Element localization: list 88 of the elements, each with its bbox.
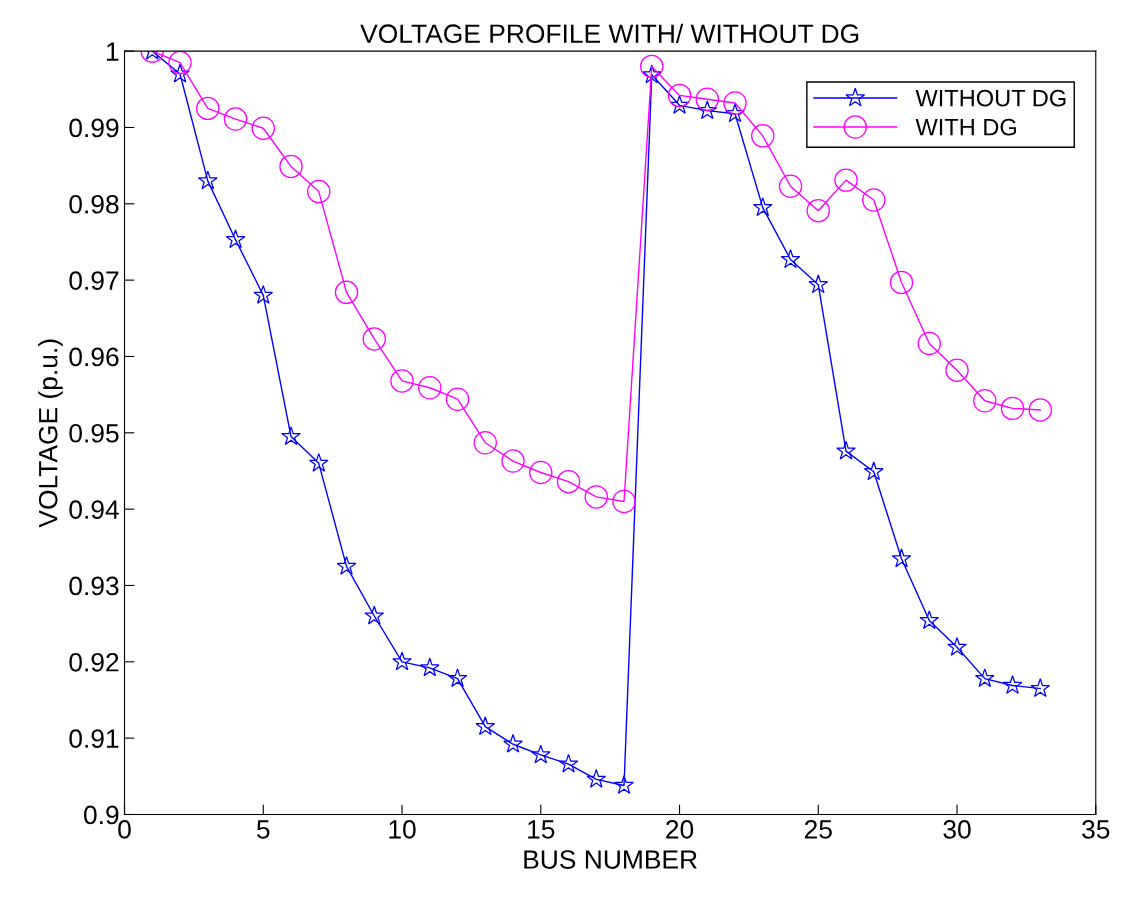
x-tick-label: 20 — [666, 820, 694, 839]
y-tick-label: 0.92 — [69, 652, 119, 672]
point — [197, 170, 218, 190]
point — [669, 94, 690, 114]
x-tick-label: 0 — [118, 820, 131, 839]
point — [614, 775, 634, 794]
point — [889, 270, 914, 295]
point — [947, 636, 967, 656]
point — [307, 179, 331, 204]
point — [225, 229, 246, 249]
point — [1030, 678, 1051, 698]
point — [364, 605, 385, 625]
point — [308, 452, 329, 472]
point — [1000, 396, 1025, 421]
point — [418, 376, 442, 400]
point — [752, 197, 773, 217]
point — [667, 83, 692, 108]
point — [697, 100, 718, 120]
point — [253, 285, 274, 304]
point — [281, 426, 301, 446]
point — [945, 358, 969, 382]
y-tick-label: 0.93 — [69, 576, 119, 596]
point — [974, 668, 995, 688]
point — [530, 744, 551, 764]
point — [725, 103, 745, 123]
point — [473, 430, 498, 455]
point — [556, 469, 581, 494]
point — [392, 651, 412, 671]
point — [336, 556, 357, 575]
point — [1028, 398, 1053, 422]
point — [808, 274, 829, 294]
point — [334, 280, 359, 305]
point — [695, 87, 720, 111]
point — [447, 668, 468, 688]
point — [586, 769, 607, 788]
x-tick-label: 15 — [528, 820, 555, 839]
y-tick-label: 0.9 — [84, 805, 119, 825]
point — [390, 369, 414, 393]
y-tick-label: 0.99 — [69, 118, 119, 138]
y-tick-label: 0.95 — [69, 423, 119, 443]
point — [501, 449, 525, 473]
x-tick-label: 35 — [1082, 820, 1110, 839]
x-tick-label: 25 — [804, 820, 832, 839]
point — [445, 387, 470, 411]
point — [1002, 675, 1023, 694]
point — [419, 657, 440, 677]
point — [168, 51, 192, 75]
x-tick-label: 5 — [256, 820, 270, 839]
y-axis-title: VOLTAGE (p.u.) — [38, 339, 63, 528]
point — [723, 91, 747, 115]
x-tick-label: 30 — [943, 820, 971, 839]
point — [640, 54, 664, 79]
y-tick-label: 0.94 — [69, 500, 119, 519]
point — [778, 174, 803, 198]
y-tick-label: 0.97 — [69, 271, 119, 290]
point — [836, 440, 856, 460]
point — [780, 249, 801, 269]
y-tick-label: 0.96 — [69, 347, 119, 367]
point — [834, 168, 858, 192]
point — [751, 124, 775, 148]
point — [973, 389, 997, 413]
point — [919, 610, 940, 630]
point — [891, 548, 912, 568]
point — [170, 63, 190, 83]
legend-label: WITH DG — [915, 118, 1016, 136]
point — [223, 107, 248, 131]
point — [251, 116, 276, 140]
point — [279, 154, 303, 179]
legend-label: WITHOUT DG — [915, 89, 1066, 107]
point — [641, 64, 662, 84]
x-axis-title: BUS NUMBER — [524, 850, 697, 869]
point — [529, 460, 553, 485]
point — [475, 716, 496, 736]
y-tick-label: 1 — [107, 42, 119, 61]
point — [196, 96, 220, 121]
point — [917, 331, 942, 356]
point — [612, 489, 636, 514]
point — [503, 733, 523, 753]
point — [362, 327, 387, 351]
chart-title: VOLTAGE PROFILE WITH/ WITHOUT DG — [360, 23, 859, 44]
x-tick-label: 10 — [389, 820, 416, 839]
point — [806, 198, 831, 223]
point — [863, 461, 884, 481]
y-tick-label: 0.98 — [69, 194, 119, 214]
point — [862, 188, 886, 212]
point — [558, 753, 579, 773]
y-tick-label: 0.91 — [69, 729, 119, 748]
point — [584, 485, 609, 509]
